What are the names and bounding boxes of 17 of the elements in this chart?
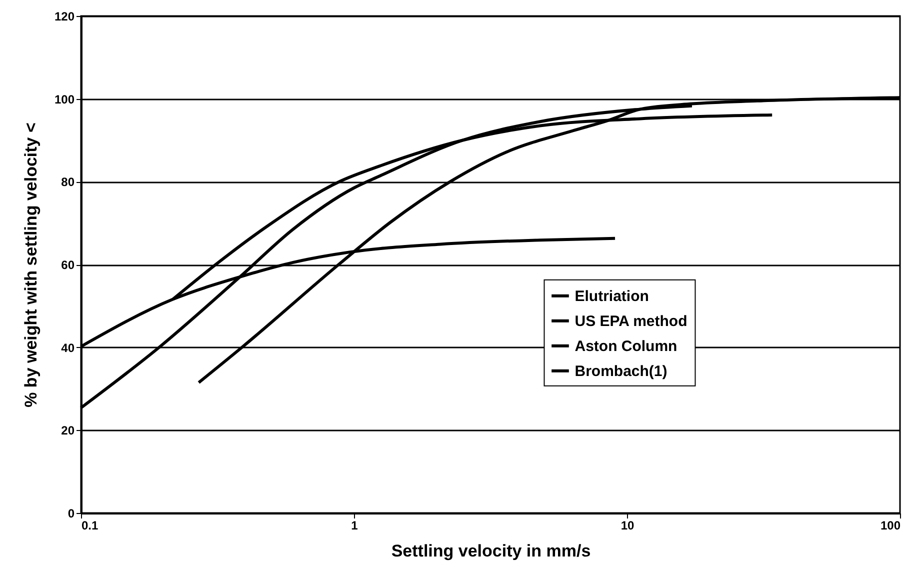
- x-tick-label: 0.1: [82, 518, 99, 532]
- x-tick-label: 10: [620, 518, 634, 532]
- y-tick-label: 100: [54, 92, 75, 106]
- y-tick-label: 20: [61, 424, 75, 438]
- y-axis-title: % by weight with settling velocity <: [21, 122, 40, 408]
- x-tick-label: 100: [880, 518, 901, 532]
- legend-label: Aston Column: [574, 338, 678, 355]
- y-tick-label: 0: [68, 506, 75, 520]
- x-tick-label: 1: [351, 518, 358, 532]
- y-tick-label: 80: [61, 175, 75, 190]
- x-axis-title: Settling velocity in mm/s: [391, 542, 591, 560]
- legend-label: US EPA method: [574, 312, 688, 330]
- legend-label: Brombach(1): [574, 362, 668, 380]
- y-tick-label: 40: [61, 340, 75, 355]
- y-tick-label: 60: [61, 258, 75, 272]
- y-tick-label: 120: [54, 10, 75, 24]
- legend-label: Elutriation: [574, 288, 649, 305]
